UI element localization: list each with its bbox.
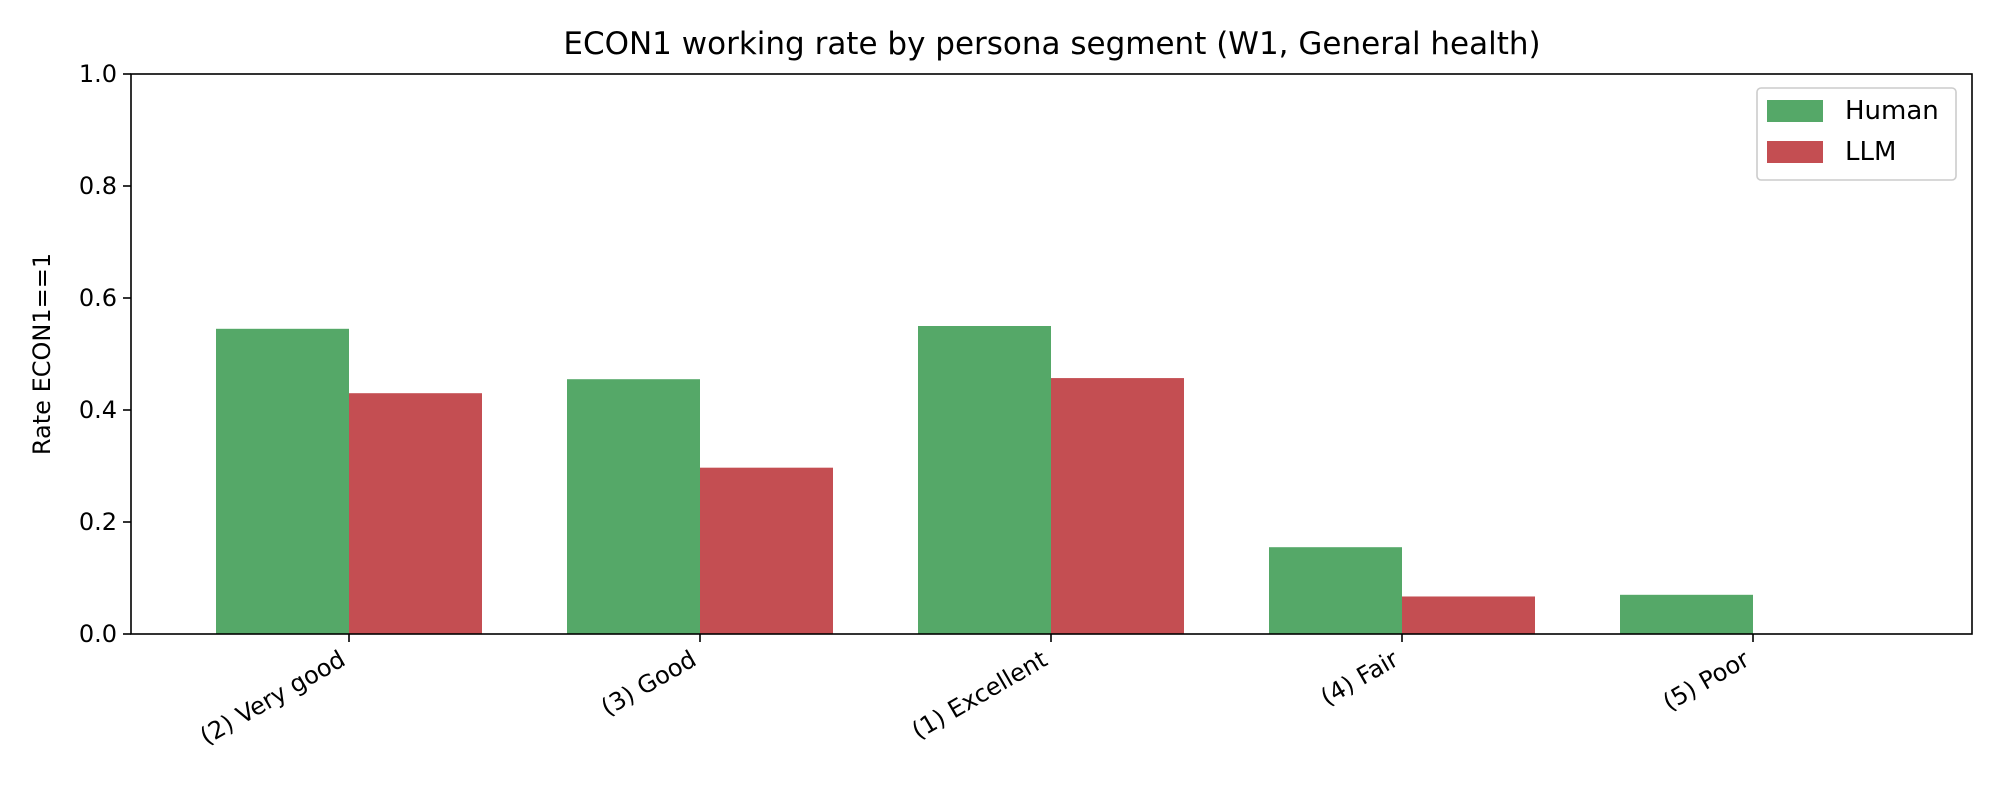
bar-llm-2 — [1051, 378, 1184, 634]
bar-human-4 — [1620, 594, 1753, 634]
legend-label-human: Human — [1845, 96, 1939, 126]
legend-label-llm: LLM — [1845, 137, 1896, 167]
y-tick-label: 0.4 — [79, 396, 117, 424]
bars-layer — [216, 326, 1753, 634]
y-tick-label: 0.8 — [79, 172, 117, 200]
chart-title: ECON1 working rate by persona segment (W… — [563, 26, 1540, 62]
legend-swatch-llm — [1767, 141, 1823, 163]
x-tick-label: (2) Very good — [195, 645, 350, 750]
bar-human-1 — [567, 379, 700, 634]
legend-swatch-human — [1767, 100, 1823, 122]
bar-human-3 — [1269, 547, 1402, 634]
y-tick-label: 0.2 — [79, 508, 117, 536]
y-tick-label: 1.0 — [79, 60, 117, 88]
legend: Human LLM — [1756, 87, 1957, 181]
bar-llm-3 — [1402, 596, 1535, 634]
bar-llm-0 — [349, 393, 482, 634]
x-tick-label: (3) Good — [596, 645, 701, 722]
x-tick-label: (1) Excellent — [907, 645, 1052, 745]
bar-llm-1 — [700, 467, 833, 634]
y-tick-label: 0.0 — [79, 620, 117, 648]
x-tick-label: (5) Poor — [1658, 645, 1754, 717]
bar-human-0 — [216, 328, 349, 634]
y-axis-label: Rate ECON1==1 — [28, 253, 56, 455]
y-tick-label: 0.6 — [79, 284, 117, 312]
x-tick-label: (4) Fair — [1316, 645, 1403, 712]
bar-human-2 — [918, 326, 1051, 634]
